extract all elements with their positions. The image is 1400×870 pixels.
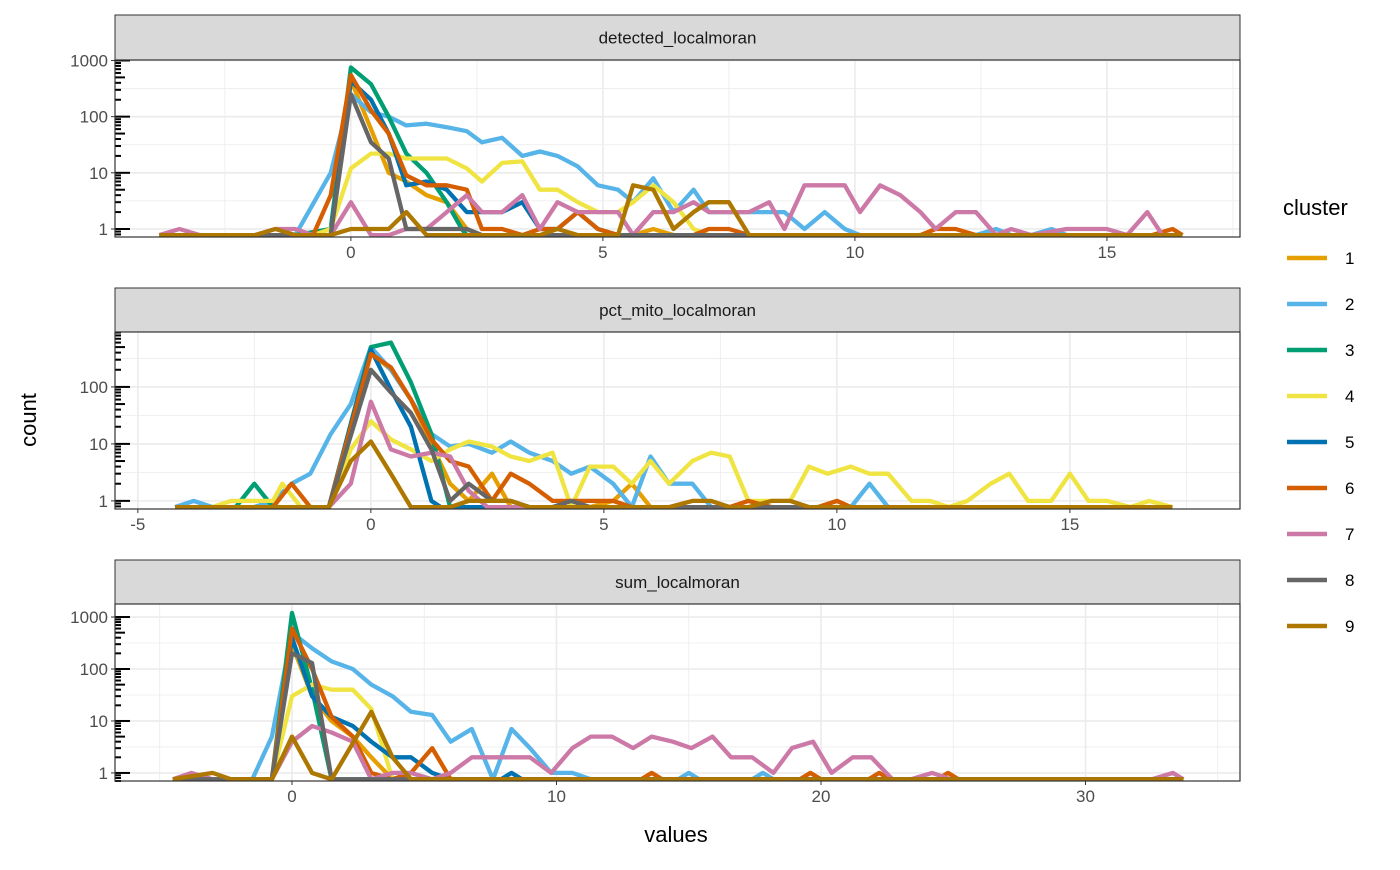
- legend-item-6: 6: [1287, 479, 1354, 498]
- series-line-cluster-9: [172, 709, 1184, 782]
- legend: 1 2 3 4 5 6 7 8 9: [1287, 249, 1354, 636]
- x-tick-label: 10: [827, 515, 846, 534]
- series-line-cluster-8: [159, 92, 1183, 238]
- y-tick-label: 10: [89, 164, 108, 183]
- facet-title: detected_localmoran: [599, 29, 757, 48]
- panel-sum_localmoran: sum_localmoran 1 10 100 1000 0 10 20 30: [70, 559, 1241, 806]
- x-tick-label: 0: [346, 243, 355, 262]
- legend-label: 8: [1345, 571, 1354, 590]
- y-tick-label: 10: [89, 712, 108, 731]
- legend-label: 4: [1345, 387, 1354, 406]
- series-line-cluster-8: [175, 367, 1173, 510]
- x-tick-label: -5: [130, 515, 145, 534]
- legend-item-2: 2: [1287, 295, 1354, 314]
- series-line-cluster-7: [158, 183, 1183, 238]
- x-tick-label: 10: [845, 243, 864, 262]
- series-line-cluster-4: [159, 151, 1183, 238]
- legend-item-4: 4: [1287, 387, 1354, 406]
- series-line-cluster-1: [159, 77, 1183, 238]
- x-tick-label: 30: [1076, 787, 1095, 806]
- legend-item-7: 7: [1287, 525, 1354, 544]
- x-tick-label: 5: [599, 515, 608, 534]
- legend-item-9: 9: [1287, 617, 1354, 636]
- x-tick-label: 15: [1060, 515, 1079, 534]
- series-line-cluster-7: [175, 399, 1173, 510]
- legend-label: 7: [1345, 525, 1354, 544]
- legend-label: 6: [1345, 479, 1354, 498]
- x-tick-label: 10: [547, 787, 566, 806]
- series-line-cluster-9: [159, 183, 1183, 238]
- legend-label: 5: [1345, 433, 1354, 452]
- facet-strip: [114, 287, 1241, 333]
- series-line-cluster-4: [175, 419, 1173, 510]
- y-tick-label: 1000: [70, 608, 108, 627]
- facet-title: sum_localmoran: [615, 573, 740, 592]
- facet-title: pct_mito_localmoran: [599, 301, 756, 320]
- facet-strip: [114, 14, 1241, 61]
- x-tick-label: 0: [366, 515, 375, 534]
- series-line-cluster-7: [172, 723, 1185, 782]
- y-tick-label: 100: [80, 660, 108, 679]
- y-axis-label: count: [16, 393, 41, 447]
- legend-label: 1: [1345, 249, 1354, 268]
- x-tick-label: 5: [598, 243, 607, 262]
- legend-title: cluster: [1283, 195, 1348, 220]
- panel-detected_localmoran: detected_localmoran 1 10 100 1000 0 5 10 15: [70, 14, 1241, 262]
- panel-pct_mito_localmoran: pct_mito_localmoran 1 10 100 -5 0 5 10 15: [80, 287, 1241, 534]
- legend-label: 2: [1345, 295, 1354, 314]
- legend-item-8: 8: [1287, 571, 1354, 590]
- y-tick-label: 1000: [70, 51, 108, 70]
- y-tick-label: 100: [80, 108, 108, 127]
- panel-border: [114, 59, 1241, 238]
- series-line-cluster-4: [172, 682, 1184, 782]
- y-tick-label: 1: [99, 220, 108, 239]
- legend-label: 9: [1345, 617, 1354, 636]
- x-tick-label: 0: [287, 787, 296, 806]
- x-tick-label: 15: [1097, 243, 1116, 262]
- facet-strip: [114, 559, 1241, 605]
- panel-border: [114, 603, 1241, 782]
- y-tick-label: 10: [89, 435, 108, 454]
- series-line-cluster-9: [175, 439, 1173, 510]
- y-tick-label: 1: [99, 764, 108, 783]
- legend-item-1: 1: [1287, 249, 1354, 268]
- x-tick-label: 20: [812, 787, 831, 806]
- y-tick-label: 1: [99, 492, 108, 511]
- legend-label: 3: [1345, 341, 1354, 360]
- legend-item-3: 3: [1287, 341, 1354, 360]
- x-axis-label: values: [644, 822, 708, 847]
- y-tick-label: 100: [80, 378, 108, 397]
- panel-border: [114, 331, 1241, 510]
- legend-item-5: 5: [1287, 433, 1354, 452]
